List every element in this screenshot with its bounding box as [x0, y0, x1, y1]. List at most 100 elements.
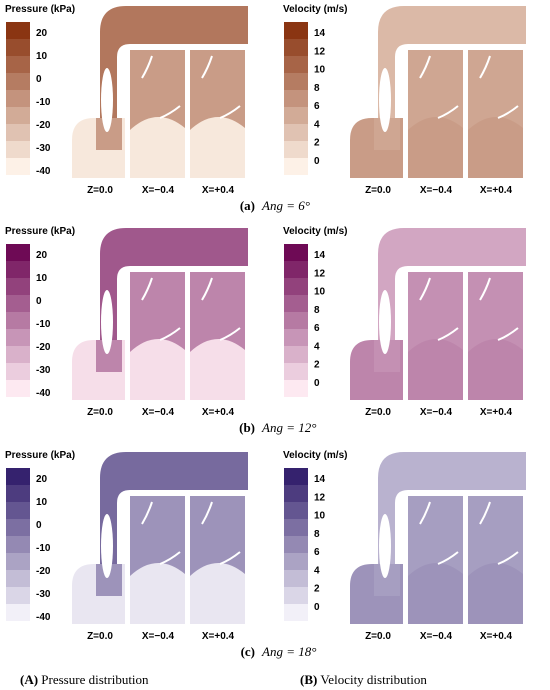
colorbar-band — [6, 312, 30, 329]
panel: Pressure (kPa) 20 10 0 -10 -20 -30 -40 Z=0.0 X=−0… — [5, 4, 248, 196]
colorbar-tick: -10 — [36, 543, 51, 554]
section-lower — [468, 338, 523, 400]
colorbar-title: Pressure (kPa) — [5, 4, 75, 15]
section-label: X=−0.4 — [142, 185, 175, 196]
column-caption: (A) Pressure distribution — [20, 672, 149, 687]
colorbar-band — [284, 553, 308, 570]
colorbar-band — [6, 295, 30, 312]
colorbar-band — [284, 158, 308, 175]
colorbar-tick: 8 — [314, 305, 320, 316]
blade — [201, 501, 213, 525]
blade — [497, 327, 519, 341]
blade — [159, 551, 181, 565]
colorbar-band — [6, 73, 30, 90]
colorbar-band — [284, 587, 308, 604]
blade — [419, 277, 431, 301]
colorbar-band — [284, 536, 308, 553]
blade — [437, 551, 459, 565]
colorbar-tick: 12 — [314, 492, 326, 503]
duct — [378, 452, 526, 596]
duct — [378, 228, 526, 372]
colorbar-tick: 4 — [314, 565, 320, 576]
colorbar-tick: -30 — [36, 589, 51, 600]
blade — [437, 105, 459, 119]
caption-label: (b) — [239, 420, 255, 435]
section-lower — [190, 562, 245, 624]
colorbar-band — [284, 73, 308, 90]
section-label: Z=0.0 — [365, 407, 391, 418]
blade — [141, 55, 153, 79]
inlet-mid — [374, 340, 400, 372]
inlet-mid — [374, 564, 400, 596]
colorbar-tick: 10 — [314, 65, 326, 76]
colorbar-tick: -20 — [36, 566, 51, 577]
caption: Ang = 18° — [261, 644, 316, 659]
section-label: X=+0.4 — [480, 631, 513, 642]
caption: Ang = 6° — [261, 198, 310, 213]
colorbar-band — [284, 380, 308, 397]
section-label: X=+0.4 — [202, 407, 235, 418]
colorbar-band — [284, 39, 308, 56]
colorbar-band — [6, 261, 30, 278]
section-lower — [130, 338, 185, 400]
blade — [219, 551, 241, 565]
section-lower — [468, 116, 523, 178]
colorbar-tick: 10 — [36, 497, 48, 508]
colorbar-tick: 0 — [36, 520, 42, 531]
colorbar-tick: 2 — [314, 360, 320, 371]
colorbar-band — [6, 468, 30, 485]
colorbar-band — [6, 553, 30, 570]
column-label: (B) — [300, 672, 317, 687]
duct — [100, 452, 248, 596]
section-lower — [130, 562, 185, 624]
colorbar-tick: 4 — [314, 341, 320, 352]
colorbar-tick: 6 — [314, 547, 320, 558]
colorbar-band — [284, 22, 308, 39]
colorbar-band — [6, 346, 30, 363]
colorbar-tick: 0 — [314, 156, 320, 167]
colorbar-band — [6, 278, 30, 295]
section-label: X=+0.4 — [480, 407, 513, 418]
panel: Velocity (m/s) 14 12 10 8 6 4 2 0 Z=0.0 X=−0.4 X=+0… — [283, 450, 526, 642]
colorbar-band — [284, 312, 308, 329]
blade — [479, 277, 491, 301]
blade — [497, 105, 519, 119]
colorbar-tick: 2 — [314, 584, 320, 595]
colorbar-band — [284, 56, 308, 73]
panel: Pressure (kPa) 20 10 0 -10 -20 -30 -40 Z=0.0 X=−0… — [5, 450, 248, 642]
colorbar-band — [6, 22, 30, 39]
colorbar-tick: 8 — [314, 529, 320, 540]
colorbar-band — [284, 485, 308, 502]
colorbar-tick: 0 — [36, 74, 42, 85]
colorbar-tick: 0 — [36, 296, 42, 307]
colorbar-title: Pressure (kPa) — [5, 450, 75, 461]
colorbar-band — [6, 587, 30, 604]
blade — [419, 55, 431, 79]
bulb — [379, 68, 391, 132]
section-label: X=−0.4 — [142, 631, 175, 642]
colorbar-band — [284, 570, 308, 587]
section-label: X=−0.4 — [420, 631, 453, 642]
blade — [479, 55, 491, 79]
colorbar-tick: 20 — [36, 28, 48, 39]
colorbar-tick: -30 — [36, 365, 51, 376]
blade — [419, 501, 431, 525]
colorbar-tick: 20 — [36, 250, 48, 261]
caption-label: (a) — [240, 198, 255, 213]
column-text: Velocity distribution — [317, 672, 427, 687]
colorbar-band — [284, 141, 308, 158]
colorbar-band — [284, 329, 308, 346]
colorbar-title: Velocity (m/s) — [283, 4, 347, 15]
colorbar-tick: -20 — [36, 120, 51, 131]
colorbar-tick: 2 — [314, 138, 320, 149]
colorbar-title: Pressure (kPa) — [5, 226, 75, 237]
bulb — [101, 68, 113, 132]
section-lower — [190, 338, 245, 400]
colorbar-band — [6, 363, 30, 380]
blade — [497, 551, 519, 565]
colorbar-band — [6, 124, 30, 141]
colorbar-tick: -30 — [36, 143, 51, 154]
colorbar-tick: 0 — [314, 602, 320, 613]
colorbar-tick: 6 — [314, 101, 320, 112]
colorbar-band — [6, 244, 30, 261]
